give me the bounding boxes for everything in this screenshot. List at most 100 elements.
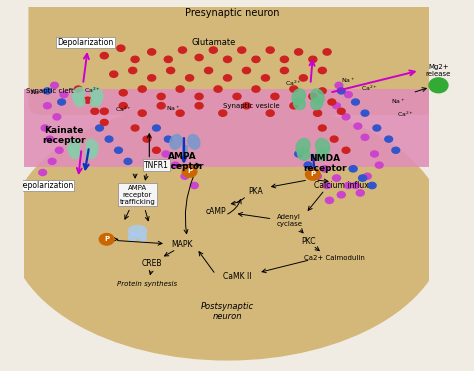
Text: Depolarization: Depolarization (17, 181, 73, 190)
Circle shape (290, 86, 298, 92)
Circle shape (153, 125, 160, 131)
Circle shape (53, 114, 61, 120)
Circle shape (131, 125, 139, 131)
Text: cAMP: cAMP (205, 207, 226, 216)
Circle shape (344, 182, 353, 189)
Circle shape (330, 136, 338, 142)
Circle shape (392, 147, 400, 153)
Text: Ca$^{2+}$: Ca$^{2+}$ (397, 110, 414, 119)
Text: Ca$^{2+}$: Ca$^{2+}$ (361, 84, 378, 93)
Ellipse shape (311, 98, 323, 110)
Circle shape (314, 173, 321, 179)
Circle shape (176, 86, 184, 92)
Text: Synaptic cleft: Synaptic cleft (26, 88, 73, 94)
Circle shape (58, 99, 65, 105)
Circle shape (359, 175, 367, 181)
Circle shape (46, 136, 54, 142)
Circle shape (242, 68, 251, 74)
Circle shape (186, 75, 194, 81)
Circle shape (294, 49, 302, 55)
Ellipse shape (9, 100, 446, 360)
Circle shape (44, 88, 51, 94)
Bar (451, 0, 474, 371)
Text: PKA: PKA (248, 187, 264, 196)
Circle shape (176, 110, 184, 116)
Ellipse shape (68, 139, 80, 153)
Circle shape (323, 49, 331, 55)
Ellipse shape (316, 148, 328, 160)
Text: P: P (104, 236, 109, 242)
Circle shape (100, 53, 109, 59)
Circle shape (354, 123, 362, 129)
Circle shape (60, 92, 68, 98)
Circle shape (153, 147, 160, 153)
Circle shape (252, 86, 260, 92)
Ellipse shape (311, 89, 324, 104)
Ellipse shape (170, 135, 182, 149)
Circle shape (164, 136, 172, 142)
Circle shape (342, 114, 350, 120)
Circle shape (110, 71, 118, 78)
Text: P: P (187, 168, 192, 174)
Circle shape (342, 147, 350, 153)
Circle shape (214, 86, 222, 92)
Text: Depolarization: Depolarization (57, 38, 113, 47)
Text: Synaptic vesicle: Synaptic vesicle (223, 103, 280, 109)
Circle shape (157, 93, 165, 100)
Bar (0, 0, 23, 371)
Ellipse shape (74, 95, 85, 107)
Ellipse shape (137, 232, 146, 242)
Circle shape (143, 136, 151, 142)
Circle shape (326, 197, 334, 204)
Circle shape (309, 56, 317, 62)
Circle shape (337, 192, 345, 198)
Circle shape (210, 47, 217, 53)
Circle shape (356, 190, 364, 196)
Circle shape (164, 56, 173, 62)
Circle shape (333, 175, 340, 181)
Circle shape (117, 45, 125, 52)
Circle shape (320, 165, 328, 172)
Text: Na$^+$: Na$^+$ (166, 104, 180, 113)
Ellipse shape (316, 138, 330, 155)
Ellipse shape (298, 148, 310, 160)
Circle shape (319, 125, 326, 131)
Circle shape (319, 88, 326, 94)
Circle shape (429, 78, 448, 93)
Ellipse shape (86, 139, 98, 153)
Circle shape (352, 99, 359, 105)
Circle shape (51, 82, 58, 88)
Circle shape (237, 47, 246, 53)
Circle shape (295, 151, 302, 157)
Ellipse shape (296, 138, 310, 155)
Circle shape (205, 68, 212, 74)
Circle shape (84, 97, 91, 103)
Circle shape (131, 56, 139, 62)
Text: Protein synthesis: Protein synthesis (117, 281, 177, 287)
Circle shape (281, 68, 288, 74)
Text: AMPA
receptor
trafficking: AMPA receptor trafficking (119, 185, 155, 205)
Circle shape (349, 165, 357, 172)
Ellipse shape (128, 232, 137, 242)
Circle shape (266, 47, 274, 53)
Text: CREB: CREB (141, 259, 162, 268)
Text: Ca2+ Calmodulin: Ca2+ Calmodulin (304, 255, 365, 261)
Ellipse shape (69, 147, 80, 159)
Bar (429, 0, 474, 371)
Circle shape (266, 110, 274, 116)
Circle shape (157, 102, 165, 109)
Text: Ca$^{2+}$: Ca$^{2+}$ (285, 78, 302, 88)
Text: PKC: PKC (301, 237, 315, 246)
Circle shape (219, 110, 227, 116)
Circle shape (309, 93, 317, 100)
Circle shape (138, 86, 146, 92)
Circle shape (115, 147, 122, 153)
Text: Mg2+
release: Mg2+ release (426, 64, 451, 77)
Text: TNFR1: TNFR1 (144, 161, 169, 170)
Ellipse shape (293, 98, 305, 110)
Circle shape (48, 158, 56, 164)
Circle shape (373, 125, 381, 131)
Circle shape (252, 56, 260, 62)
Ellipse shape (73, 88, 85, 101)
Text: NMDA
receptor: NMDA receptor (303, 154, 346, 173)
